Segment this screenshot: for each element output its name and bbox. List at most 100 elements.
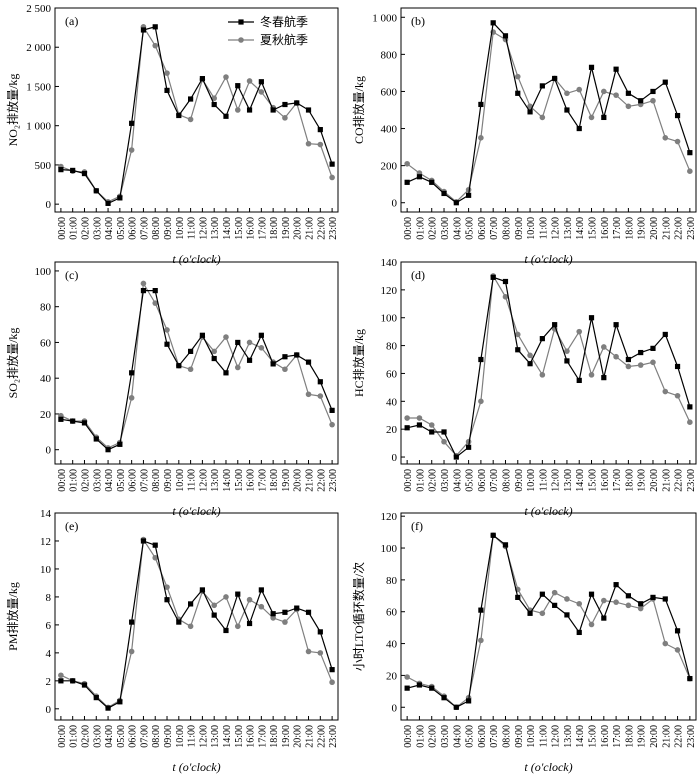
data-point-square [199,76,205,82]
x-tick-label: 16:00 [246,217,257,240]
data-point-square [515,594,521,600]
data-point-square [588,315,595,321]
x-tick-label: 01:00 [69,725,80,748]
panel-f: 0 20 40 60 80 100 120 00:00 01:00 02:00 03:00 04:00… [351,511,697,774]
data-point-square [117,441,123,447]
x-tick-label: 10:00 [526,725,537,748]
data-point-square [223,370,229,376]
data-point-square [211,355,217,362]
legend-marker-circle [238,37,244,43]
data-point-square [674,363,681,370]
data-point-circle [211,95,217,102]
panel-label: (b) [411,14,425,28]
data-point-square [164,87,170,93]
y-tick-label: 1 000 [372,12,397,24]
data-point-square [552,602,558,608]
data-point-square [246,107,253,113]
data-point-circle [404,674,410,680]
data-point-square [429,685,435,691]
legend-label-summer-autumn: 夏秋航季 [260,32,308,47]
data-point-square [211,101,217,108]
data-point-square [601,615,607,621]
x-tick-label: 15:00 [588,469,599,492]
y-tick-label: 0 [392,452,398,464]
data-point-circle [637,362,644,368]
x-tick-label: 15:00 [234,469,245,492]
x-tick-label: 16:00 [600,725,611,748]
data-point-circle [539,114,546,121]
y-tick-label: 1 500 [26,81,51,93]
data-point-square [502,542,509,548]
data-point-square [539,591,545,597]
data-point-square [478,607,484,613]
x-tick-label: 09:00 [163,469,174,492]
data-point-square [687,150,693,156]
data-point-square [70,678,76,684]
data-point-circle [187,623,194,630]
data-point-circle [613,599,619,605]
data-point-square [527,361,533,367]
y-tick-label: 0 [46,704,52,716]
data-point-square [152,24,158,30]
x-tick-label: 12:00 [551,725,562,748]
x-tick-label: 09:00 [514,217,525,240]
data-point-circle [514,73,521,80]
x-tick-label: 16:00 [600,469,611,492]
data-point-square [188,601,194,607]
data-point-square [625,593,631,599]
data-point-square [129,120,135,126]
x-tick-label: 19:00 [281,725,292,748]
y-tick-label: 120 [381,285,398,297]
data-point-square [282,101,288,108]
data-point-square [258,587,264,593]
x-tick-label: 01:00 [69,217,80,240]
x-tick-label: 02:00 [80,469,91,492]
x-tick-label: 05:00 [465,217,476,240]
series-line-winter-spring [60,26,333,205]
data-point-square [105,447,111,453]
data-point-square [416,422,423,428]
data-point-circle [258,603,265,610]
data-point-square [478,356,484,363]
data-point-circle [662,640,669,647]
y-tick-label: 400 [381,124,398,136]
panel-e: 0 2 4 6 8 10 12 14 00:00 01:00 02:00 03:00 04:00 05:0… [5,508,339,774]
x-tick-label: 11:00 [187,469,198,491]
x-tick-label: 05:00 [116,469,127,492]
x-axis-label: t (o'clock) [172,504,220,518]
legend-label-winter-spring: 冬春航季 [260,14,308,29]
data-point-square [466,444,472,450]
y-axis-label: SO₂排放量/kg [5,328,20,399]
data-point-square [258,79,264,85]
data-point-circle [601,597,607,604]
x-tick-label: 03:00 [440,469,451,492]
x-tick-label: 05:00 [116,217,127,240]
data-point-square [601,375,607,381]
data-point-circle [246,78,253,84]
data-point-square [282,354,288,360]
data-point-square [441,695,447,701]
x-tick-label: 07:00 [489,217,500,240]
x-tick-label: 22:00 [316,217,327,240]
x-tick-label: 06:00 [477,217,488,240]
x-axis-label: t (o'clock) [172,252,220,266]
data-point-circle [152,300,159,306]
x-tick-label: 20:00 [293,469,304,492]
x-tick-label: 23:00 [686,725,697,748]
data-point-square [164,341,170,347]
plot-frame [400,512,697,721]
x-tick-label: 12:00 [198,217,209,240]
x-tick-label: 19:00 [637,469,648,492]
x-tick-label: 20:00 [649,217,660,240]
y-tick-label: 100 [35,266,52,278]
x-tick-label: 23:00 [686,217,697,240]
data-point-square [527,109,533,115]
x-tick-label: 15:00 [234,725,245,748]
series-line-winter-spring [406,276,691,458]
x-tick-label: 16:00 [246,469,257,492]
x-tick-label: 08:00 [501,469,512,492]
data-point-circle [588,114,595,121]
data-point-circle [625,103,632,110]
y-tick-label: 4 [46,648,52,660]
x-tick-label: 21:00 [661,469,672,492]
